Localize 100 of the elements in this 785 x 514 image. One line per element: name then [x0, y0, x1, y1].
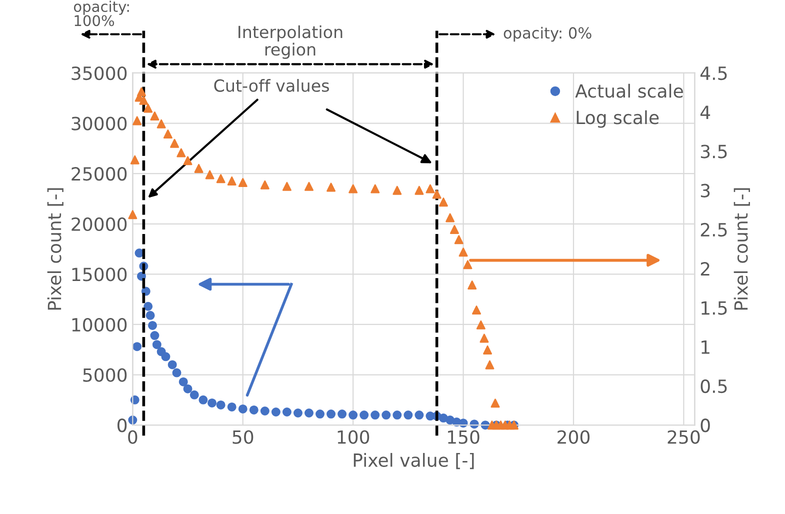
text: Interpolation region: [238, 25, 342, 59]
point: [304, 408, 314, 418]
point: [208, 398, 217, 408]
point: [450, 224, 459, 234]
point: [260, 406, 270, 416]
point: [426, 184, 435, 194]
point: [370, 184, 380, 194]
point: [316, 410, 325, 419]
point: [156, 119, 166, 128]
point: [130, 155, 140, 164]
y2-tick-label: 0: [700, 418, 710, 432]
point: [227, 176, 236, 186]
point: [483, 345, 492, 354]
y-tick-label: 30000: [72, 116, 127, 130]
point: [485, 360, 494, 370]
point: [454, 235, 464, 244]
point: [348, 184, 358, 194]
y2-tick-label: 4: [700, 106, 710, 119]
point: [183, 384, 192, 394]
point: [293, 408, 302, 418]
point: [128, 210, 138, 220]
point: [238, 404, 248, 414]
point: [392, 410, 402, 420]
point: [468, 280, 477, 290]
x-tick-label: 0: [128, 430, 138, 444]
y2-tick-label: 1.5: [702, 301, 727, 315]
point: [148, 320, 157, 330]
y-axis-title: Pixel count [-]: [47, 188, 64, 310]
point: [338, 410, 347, 419]
point: [326, 182, 336, 192]
point: [326, 410, 336, 419]
point: [132, 342, 142, 352]
point: [238, 178, 248, 188]
point: [176, 148, 186, 158]
point: [144, 104, 153, 113]
y2-tick-label: 0.5: [700, 379, 727, 394]
point: [348, 410, 358, 420]
y2-tick-label: 3.5: [700, 144, 727, 158]
point: [392, 186, 402, 195]
y2-tick-label: 3: [700, 184, 710, 198]
x-tick-label: 200: [558, 430, 590, 444]
point: [150, 112, 160, 121]
y-tick-label: 5000: [83, 368, 127, 382]
point: [249, 405, 258, 414]
point: [152, 340, 162, 350]
x-tick-label: 250: [668, 430, 700, 444]
point: [463, 260, 472, 270]
point: [282, 182, 292, 191]
y-tick-label: 25000: [72, 167, 127, 181]
point: [446, 213, 455, 222]
point: [370, 410, 380, 420]
point: [404, 410, 413, 420]
point: [168, 360, 177, 370]
point: [194, 164, 204, 173]
point: [205, 170, 214, 180]
point: [163, 130, 172, 139]
point: [136, 87, 146, 96]
point: [144, 302, 153, 311]
point: [414, 186, 424, 195]
point: [271, 408, 280, 416]
text: opacity: 0%: [504, 26, 592, 42]
text: opacity: 100%: [74, 0, 129, 26]
y2-tick-label: 4.5: [700, 66, 727, 80]
point: [282, 408, 292, 416]
x-axis-title: Pixel value [-]: [354, 452, 474, 470]
x-tick-label: 50: [232, 430, 254, 444]
y-tick-label: 35000: [72, 66, 127, 80]
point: [260, 180, 270, 190]
point: [476, 320, 486, 330]
point: [438, 198, 448, 207]
point: [432, 190, 442, 199]
point: [170, 138, 180, 148]
point: [360, 410, 369, 420]
y-tick-label: 10000: [72, 318, 127, 332]
y2-tick-label: 2: [700, 262, 710, 276]
legend-label: Actual scale: [575, 84, 683, 98]
legend-label: Log scale: [576, 110, 659, 128]
point: [227, 402, 236, 412]
point: [458, 248, 468, 257]
point: [414, 410, 424, 420]
y-tick-label: 20000: [72, 217, 127, 231]
point: [178, 377, 188, 386]
y-tick-label: 15000: [72, 268, 127, 282]
point: [150, 331, 160, 340]
point: [146, 310, 155, 320]
point: [304, 182, 314, 191]
point: [172, 368, 182, 378]
y2-tick-label: 1: [702, 340, 710, 354]
point: [480, 334, 489, 343]
point: [472, 306, 482, 315]
y2-axis-title: Pixel count [-]: [734, 188, 750, 310]
point: [198, 395, 208, 404]
point: [216, 400, 226, 410]
y2-tick-label: 2.5: [700, 222, 727, 237]
annotation: Cut-off values: [214, 79, 329, 92]
point: [139, 96, 148, 105]
y-tick-label: 0: [118, 418, 127, 432]
point: [190, 390, 199, 400]
x-tick-label: 100: [338, 430, 370, 444]
point: [490, 398, 500, 408]
